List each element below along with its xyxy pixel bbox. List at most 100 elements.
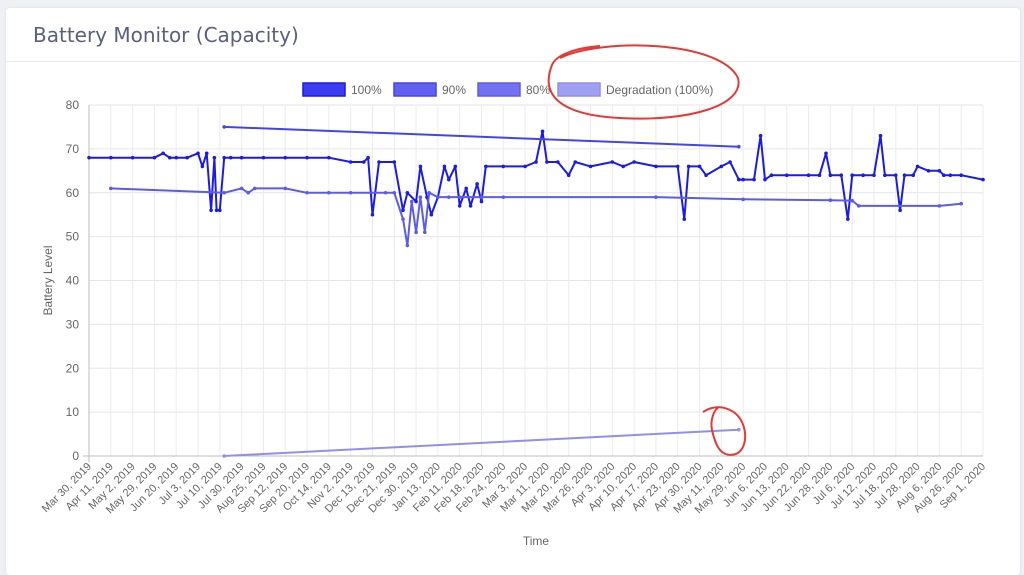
data-point (828, 198, 833, 203)
data-point (283, 186, 288, 191)
data-point (414, 199, 418, 204)
data-point (453, 164, 458, 169)
y-tick-label: 40 (66, 274, 80, 288)
data-point (209, 208, 213, 213)
data-point (405, 243, 410, 248)
data-point (654, 195, 658, 199)
data-point (902, 173, 907, 177)
data-point (327, 155, 331, 160)
legend-label: 80% (526, 83, 550, 97)
y-tick-label: 10 (66, 405, 80, 419)
data-point (222, 454, 226, 458)
data-point (621, 164, 626, 169)
data-point (167, 155, 172, 160)
data-point (893, 173, 898, 177)
data-point (366, 155, 370, 160)
data-point (856, 204, 861, 208)
data-point (736, 177, 741, 182)
legend-swatch (393, 82, 437, 97)
data-point (948, 173, 953, 177)
data-point (806, 173, 811, 177)
data-point (682, 217, 687, 221)
data-point (392, 160, 397, 164)
series-line (224, 428, 739, 457)
data-point (261, 155, 266, 160)
data-point (429, 212, 434, 217)
data-point (937, 169, 942, 173)
data-point (484, 164, 488, 169)
data-point (915, 164, 920, 169)
y-tick-label: 30 (66, 317, 80, 331)
data-point (348, 190, 353, 195)
data-point (327, 190, 331, 195)
data-point (697, 164, 702, 169)
data-point (348, 160, 353, 164)
data-point (556, 160, 560, 164)
legend-label: 90% (442, 83, 466, 97)
data-point (479, 199, 484, 204)
legend-label: 100% (351, 83, 382, 97)
data-point (361, 160, 366, 164)
data-point (941, 173, 946, 177)
data-point (719, 164, 724, 169)
legend-swatch (477, 82, 521, 97)
data-point (828, 173, 833, 177)
legend-swatch (302, 82, 346, 97)
data-point (109, 186, 113, 191)
data-point (540, 129, 545, 134)
y-axis-title: Battery Level (41, 245, 55, 315)
legend-swatch (557, 82, 601, 97)
data-point (959, 173, 963, 177)
data-point (446, 195, 451, 199)
data-point (501, 164, 506, 169)
data-point (769, 173, 774, 177)
annotation-circle-degradation (702, 406, 747, 456)
data-point (383, 190, 388, 195)
data-point (174, 155, 179, 160)
data-point (752, 177, 756, 182)
data-point (218, 208, 222, 213)
data-point (468, 204, 473, 208)
data-point (654, 164, 658, 169)
data-point (446, 177, 451, 182)
data-point (704, 173, 708, 177)
data-point (926, 169, 931, 173)
data-point (239, 155, 244, 160)
data-point (422, 230, 427, 235)
data-point (981, 177, 985, 182)
data-point (401, 217, 405, 221)
data-point (959, 201, 963, 206)
data-point (850, 173, 854, 177)
data-point (686, 164, 691, 169)
data-point (305, 155, 309, 160)
data-point (741, 197, 745, 202)
data-point (850, 198, 854, 203)
data-point (405, 190, 410, 195)
data-point (212, 155, 217, 160)
y-tick-label: 50 (66, 230, 80, 244)
data-point (475, 182, 479, 186)
data-point (283, 155, 288, 160)
data-point (501, 195, 506, 199)
data-point (457, 195, 462, 199)
data-point (222, 155, 226, 160)
data-point (414, 230, 418, 235)
y-tick-label: 80 (66, 98, 80, 112)
data-point (222, 190, 226, 195)
card-header: Battery Monitor (Capacity) (6, 8, 1020, 62)
data-point (861, 173, 865, 177)
data-point (523, 164, 527, 169)
series-line (89, 130, 984, 221)
data-point (872, 173, 876, 177)
data-point (846, 217, 850, 221)
data-point (370, 212, 375, 217)
data-point (911, 173, 916, 177)
data-point (377, 160, 381, 164)
data-point (588, 164, 593, 169)
data-point (246, 190, 250, 195)
data-point (566, 173, 571, 177)
y-tick-label: 0 (72, 449, 79, 463)
data-point (741, 177, 745, 182)
data-point (305, 190, 309, 195)
